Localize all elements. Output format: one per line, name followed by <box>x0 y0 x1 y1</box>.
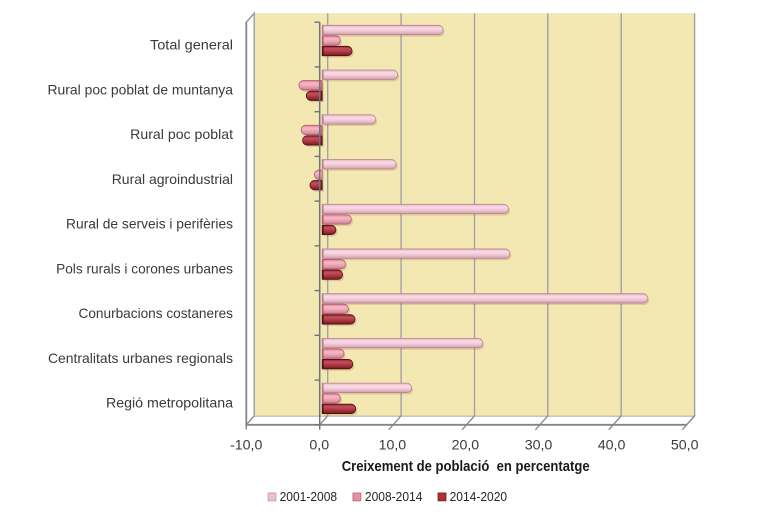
svg-text:Regió metropolitana: Regió metropolitana <box>106 395 233 411</box>
svg-text:2008-2014: 2008-2014 <box>365 489 423 504</box>
svg-text:Rural poc poblat de muntanya: Rural poc poblat de muntanya <box>48 81 234 97</box>
svg-text:40,0: 40,0 <box>598 438 626 454</box>
svg-text:-10,0: -10,0 <box>230 438 262 454</box>
svg-text:Pols rurals i corones urbanes: Pols rurals i corones urbanes <box>56 260 233 276</box>
svg-text:Rural poc poblat: Rural poc poblat <box>130 126 233 142</box>
svg-text:30,0: 30,0 <box>525 438 553 454</box>
svg-text:0,0: 0,0 <box>309 438 329 454</box>
svg-text:Total general: Total general <box>150 37 233 53</box>
svg-text:Rural agroindustrial: Rural agroindustrial <box>112 171 233 187</box>
svg-text:Conurbacions costaneres: Conurbacions costaneres <box>79 305 234 321</box>
svg-text:10,0: 10,0 <box>379 438 407 454</box>
svg-text:Centralitats urbanes regionals: Centralitats urbanes regionals <box>48 350 233 366</box>
svg-text:2001-2008: 2001-2008 <box>280 489 338 504</box>
svg-text:50,0: 50,0 <box>671 438 699 454</box>
svg-text:Rural de serveis i perifèries: Rural de serveis i perifèries <box>66 216 233 232</box>
svg-text:2014-2020: 2014-2020 <box>450 489 508 504</box>
svg-text:20,0: 20,0 <box>452 438 480 454</box>
svg-text:Creixement de població en per: Creixement de població en percentatge <box>342 459 590 475</box>
